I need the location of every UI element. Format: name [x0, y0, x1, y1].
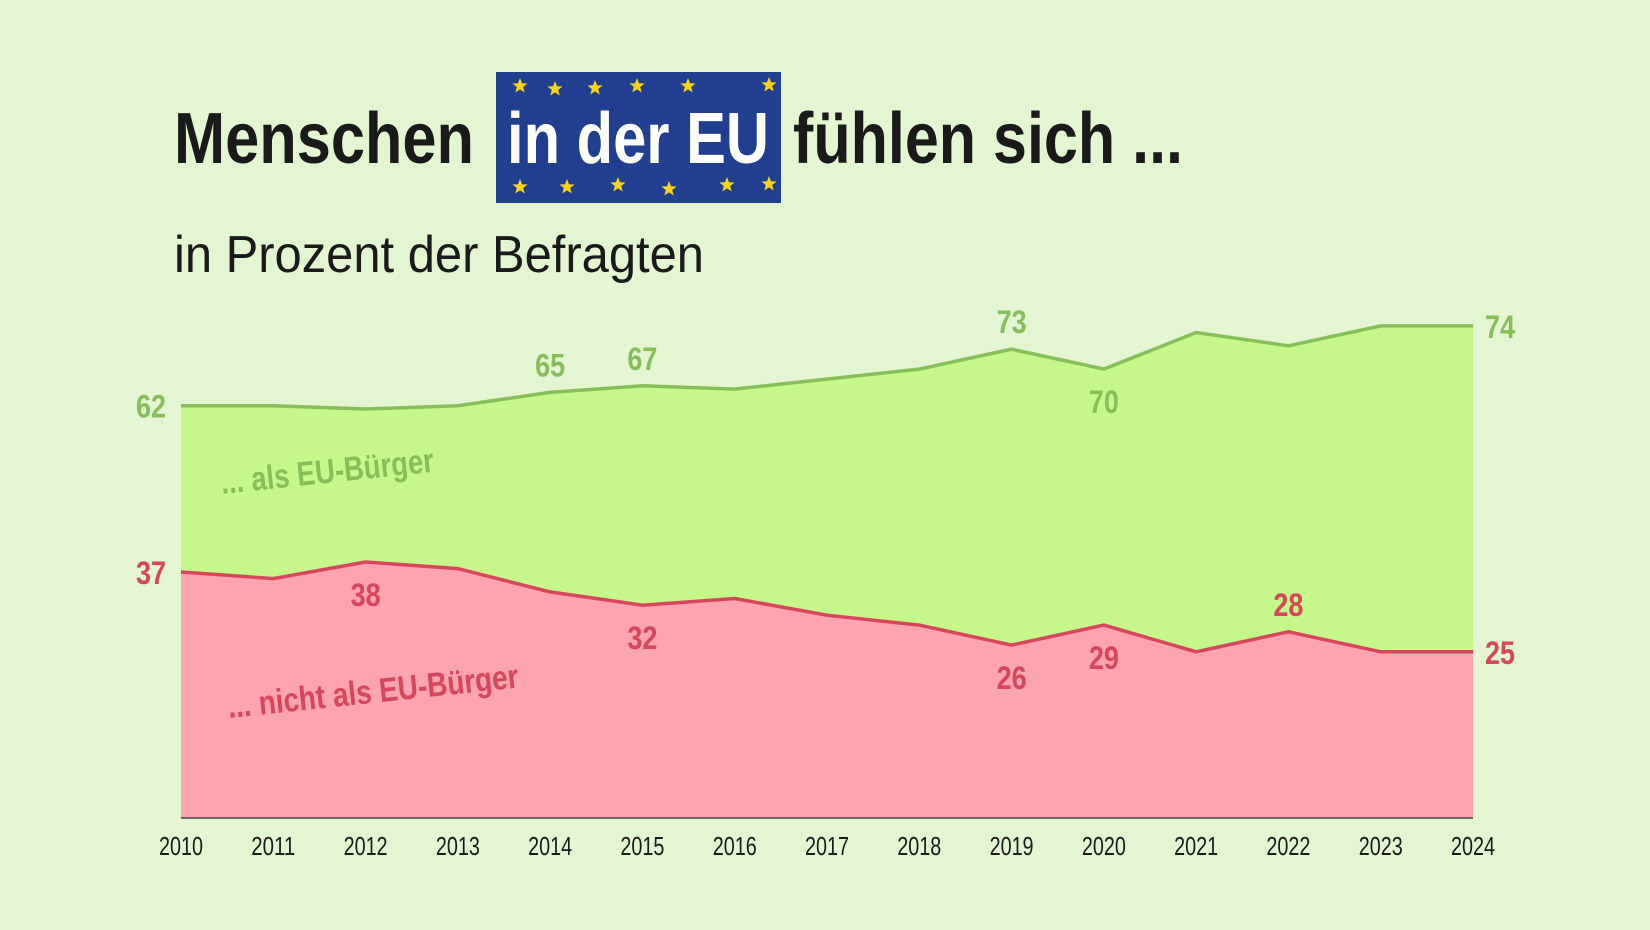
eu-star-icon-5: [761, 77, 777, 92]
data-label-red-2019: 26: [997, 660, 1027, 696]
x-axis-ticks: 2010 2011 2012 2013 2014 2015 2016 2017 2018 2019…: [159, 831, 1495, 861]
x-tick-label-2011: 2011: [251, 831, 295, 861]
x-tick-label-2023: 2023: [1359, 831, 1403, 861]
x-tick-label-2013: 2013: [436, 831, 480, 861]
data-label-red-2020: 29: [1089, 640, 1119, 676]
x-tick-label-2015: 2015: [620, 831, 664, 861]
eu-star-icon-10: [719, 177, 735, 192]
eu-star-icon-0: [512, 78, 528, 93]
eu-star-icon-3: [629, 78, 645, 93]
x-tick-label-2021: 2021: [1174, 831, 1218, 861]
x-tick-label-2020: 2020: [1082, 831, 1126, 861]
title-after: fühlen sich ...: [793, 99, 1183, 179]
data-label-green-2020: 70: [1089, 384, 1119, 420]
x-tick-label-2017: 2017: [805, 831, 849, 861]
data-label-green-2024: 74: [1485, 309, 1515, 345]
title-before: Menschen: [174, 99, 474, 179]
eu-star-icon-2: [587, 80, 603, 95]
eu-star-icon-6: [512, 179, 528, 194]
eu-star-icon-9: [661, 181, 677, 196]
x-tick-label-2016: 2016: [713, 831, 757, 861]
eu-star-icon-7: [559, 179, 575, 194]
x-tick-label-2024: 2024: [1451, 831, 1495, 861]
title-highlight: in der EU: [507, 99, 769, 179]
eu-star-icon-11: [761, 176, 777, 191]
data-label-green-2010: 62: [136, 389, 166, 425]
data-label-green-2014: 65: [535, 347, 565, 383]
line-als-eu-buerger: [181, 324, 1473, 411]
data-label-red-2022: 28: [1273, 587, 1303, 623]
x-tick-label-2019: 2019: [990, 831, 1034, 861]
data-label-red-2015: 32: [627, 620, 657, 656]
data-labels: 62 65 67 73 70 74 37 38 32 26 29 28 25: [136, 304, 1515, 696]
x-tick-label-2012: 2012: [344, 831, 388, 861]
eu-star-icon-4: [680, 78, 696, 93]
data-label-red-2010: 37: [136, 555, 166, 591]
data-label-red-2012: 38: [351, 577, 381, 613]
data-label-green-2015: 67: [627, 341, 657, 377]
x-tick-label-2014: 2014: [528, 831, 572, 861]
x-tick-label-2018: 2018: [897, 831, 941, 861]
x-tick-label-2010: 2010: [159, 831, 203, 861]
eu-star-icon-1: [547, 81, 563, 96]
line-nicht-als-eu-buerger: [180, 560, 1473, 654]
eu-flag-box: [496, 72, 781, 203]
subtitle: in Prozent der Befragten: [174, 226, 704, 284]
area-nicht-als-eu-buerger: [181, 562, 1473, 818]
eu-stars: [512, 77, 777, 196]
data-label-red-2024: 25: [1485, 635, 1515, 671]
x-tick-label-2022: 2022: [1266, 831, 1310, 861]
eu-star-icon-8: [610, 177, 626, 192]
data-label-green-2019: 73: [997, 304, 1027, 340]
